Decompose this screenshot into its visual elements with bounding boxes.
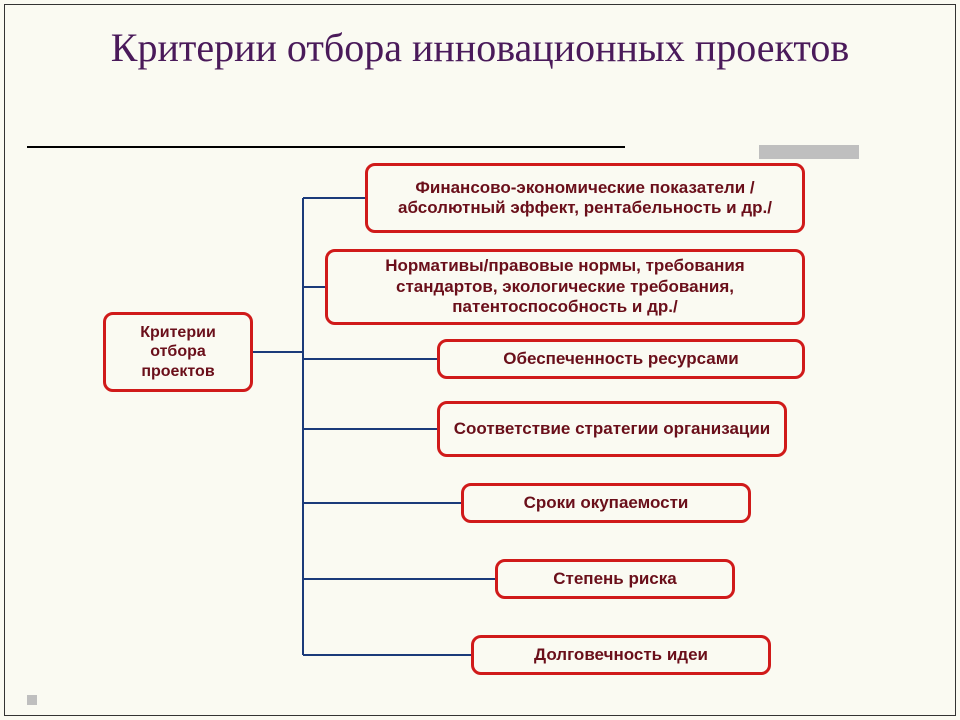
- child-node-1: Нормативы/правовые нормы, требования ста…: [325, 249, 805, 325]
- child-node-0: Финансово-экономические показатели /абсо…: [365, 163, 805, 233]
- child-node-label: Соответствие стратегии организации: [454, 419, 771, 439]
- footer-bullet-icon: [27, 695, 37, 705]
- child-node-label: Сроки окупаемости: [524, 493, 689, 513]
- slide-title: Критерии отбора инновационных проектов: [5, 25, 955, 71]
- child-node-2: Обеспеченность ресурсами: [437, 339, 805, 379]
- child-node-3: Соответствие стратегии организации: [437, 401, 787, 457]
- child-node-label: Обеспеченность ресурсами: [503, 349, 739, 369]
- title-underline: [27, 146, 625, 148]
- child-node-label: Нормативы/правовые нормы, требования ста…: [338, 256, 792, 317]
- root-node-label: Критерии отбора проектов: [116, 323, 240, 381]
- deco-grey-block: [759, 145, 859, 159]
- child-node-label: Долговечность идеи: [534, 645, 708, 665]
- root-node: Критерии отбора проектов: [103, 312, 253, 392]
- child-node-4: Сроки окупаемости: [461, 483, 751, 523]
- child-node-6: Долговечность идеи: [471, 635, 771, 675]
- slide-frame: Критерии отбора инновационных проектов К…: [4, 4, 956, 716]
- child-node-label: Финансово-экономические показатели /абсо…: [378, 178, 792, 219]
- child-node-5: Степень риска: [495, 559, 735, 599]
- child-node-label: Степень риска: [553, 569, 676, 589]
